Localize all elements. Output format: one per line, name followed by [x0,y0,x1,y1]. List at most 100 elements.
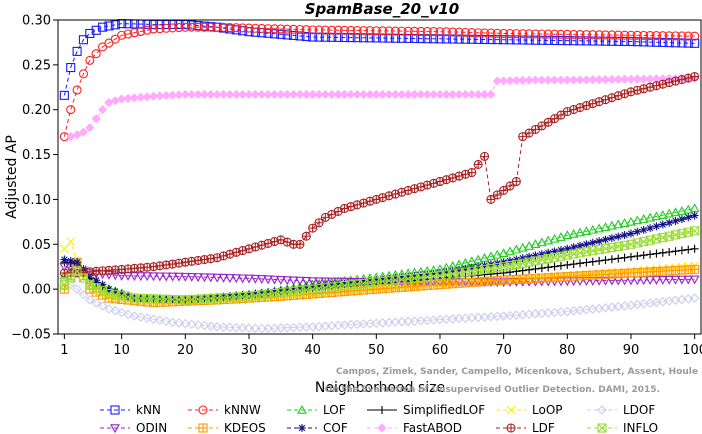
data-point [594,223,605,233]
data-point [525,252,534,261]
data-point [690,38,700,48]
data-point [250,23,260,33]
data-point [78,69,89,79]
data-point [492,76,502,86]
data-point [499,35,509,45]
data-point [499,28,509,39]
series-cof [60,211,699,304]
data-point [174,22,184,33]
data-point [385,274,394,283]
data-point [378,26,388,36]
data-point [371,33,381,43]
data-point [60,255,69,264]
data-point [620,231,629,240]
data-point [651,211,662,221]
data-point [168,23,178,33]
data-point [110,20,120,30]
data-point [422,34,432,44]
data-point [225,89,235,100]
data-point [186,319,197,330]
data-point [416,271,425,280]
data-point [315,282,324,291]
data-point [98,280,107,289]
data-point [78,127,89,137]
data-point [359,33,369,43]
data-point [632,74,642,84]
data-point [301,31,311,42]
data-point [85,28,95,39]
data-point [334,280,343,289]
data-point [218,22,229,32]
data-point [448,173,458,183]
data-point [346,279,355,288]
data-point [441,34,451,44]
data-point [353,278,362,287]
data-point [506,256,515,265]
data-point [129,311,140,321]
data-point [390,89,400,100]
data-point [288,276,299,286]
data-point [218,89,229,100]
data-point [550,29,560,39]
data-point [123,29,133,39]
data-point [435,268,444,277]
data-point [276,29,286,39]
data-point [448,34,458,44]
data-point [607,36,617,46]
data-point [658,37,668,47]
data-point [422,26,432,37]
data-point [404,272,413,281]
data-point [645,37,655,47]
data-point [569,36,579,46]
data-point [359,277,368,286]
data-point [116,307,127,318]
data-point [581,101,591,111]
data-point [320,89,330,100]
data-point [645,276,656,286]
data-point [301,322,312,332]
data-point [626,30,636,40]
data-point [517,242,528,252]
data-point [562,29,572,39]
data-point [237,323,248,333]
data-point [544,263,553,272]
data-point [180,89,190,100]
data-point [117,30,127,40]
data-point [199,320,210,331]
data-point [587,224,598,234]
data-point [91,49,101,59]
legend-item-loop: LoOP [496,403,563,417]
data-point [594,75,604,85]
data-point [588,99,598,109]
data-point [205,273,216,283]
data-point [568,228,579,238]
data-point [352,25,362,36]
data-point [282,30,292,40]
legend-item-kdeos: KDEOS [188,421,266,434]
data-point [257,240,267,250]
data-point [536,237,547,247]
data-point [550,247,559,256]
data-point [575,227,585,237]
data-point [670,38,681,48]
data-point [416,34,426,44]
data-point [85,55,95,65]
data-point [473,28,483,38]
data-point [314,89,324,100]
data-point [73,258,82,267]
y-tick-label: 0.30 [22,14,51,29]
data-point [524,75,534,85]
data-point [85,123,95,133]
data-point [391,274,400,283]
data-point [511,35,521,45]
data-point [161,90,171,101]
data-point [295,239,305,249]
data-point [263,275,274,285]
data-point [639,37,649,47]
data-point [632,37,642,47]
data-point [340,279,349,288]
data-point [537,264,546,273]
data-point [632,215,643,225]
data-point [123,309,133,320]
data-point [314,25,324,35]
